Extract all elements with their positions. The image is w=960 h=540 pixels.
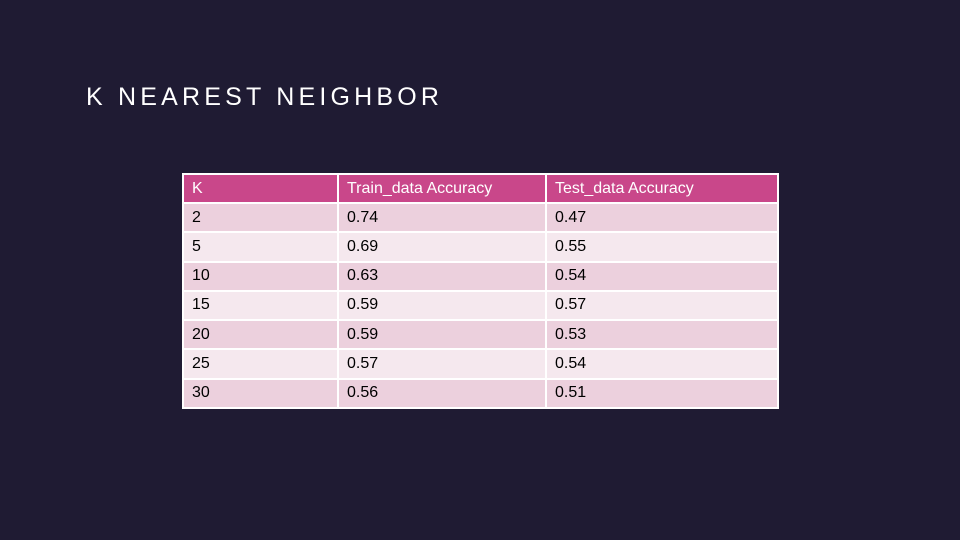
cell-test-accuracy: 0.47 — [545, 201, 779, 234]
header-row: K Train_data Accuracy Test_data Accuracy — [182, 173, 779, 204]
table-row: 30 0.56 0.51 — [182, 377, 779, 410]
cell-test-accuracy: 0.55 — [545, 231, 779, 263]
cell-train-accuracy: 0.59 — [337, 319, 547, 351]
header-cell-k: K — [182, 173, 339, 204]
cell-k: 15 — [182, 289, 339, 322]
accuracy-table: K Train_data Accuracy Test_data Accuracy… — [182, 173, 779, 410]
cell-train-accuracy: 0.57 — [337, 348, 547, 380]
header-cell-train-accuracy: Train_data Accuracy — [337, 173, 547, 204]
cell-k: 25 — [182, 348, 339, 380]
table-row: 2 0.74 0.47 — [182, 201, 779, 234]
slide-title: K NEAREST NEIGHBOR — [86, 83, 444, 111]
table-body: 2 0.74 0.47 5 0.69 0.55 10 0.63 0.54 15 … — [182, 201, 779, 410]
cell-train-accuracy: 0.74 — [337, 201, 547, 234]
table-row: 25 0.57 0.54 — [182, 348, 779, 380]
cell-train-accuracy: 0.63 — [337, 260, 547, 292]
table-row: 5 0.69 0.55 — [182, 231, 779, 263]
cell-k: 30 — [182, 377, 339, 410]
cell-test-accuracy: 0.51 — [545, 377, 779, 410]
cell-train-accuracy: 0.59 — [337, 289, 547, 322]
cell-test-accuracy: 0.54 — [545, 260, 779, 292]
cell-k: 20 — [182, 319, 339, 351]
accuracy-table-container: K Train_data Accuracy Test_data Accuracy… — [182, 173, 779, 410]
cell-k: 5 — [182, 231, 339, 263]
cell-train-accuracy: 0.56 — [337, 377, 547, 410]
cell-k: 10 — [182, 260, 339, 292]
cell-test-accuracy: 0.54 — [545, 348, 779, 380]
cell-train-accuracy: 0.69 — [337, 231, 547, 263]
cell-test-accuracy: 0.57 — [545, 289, 779, 322]
table-row: 10 0.63 0.54 — [182, 260, 779, 292]
cell-k: 2 — [182, 201, 339, 234]
header-cell-test-accuracy: Test_data Accuracy — [545, 173, 779, 204]
table-row: 15 0.59 0.57 — [182, 289, 779, 322]
table-row: 20 0.59 0.53 — [182, 319, 779, 351]
cell-test-accuracy: 0.53 — [545, 319, 779, 351]
table-header: K Train_data Accuracy Test_data Accuracy — [182, 173, 779, 204]
